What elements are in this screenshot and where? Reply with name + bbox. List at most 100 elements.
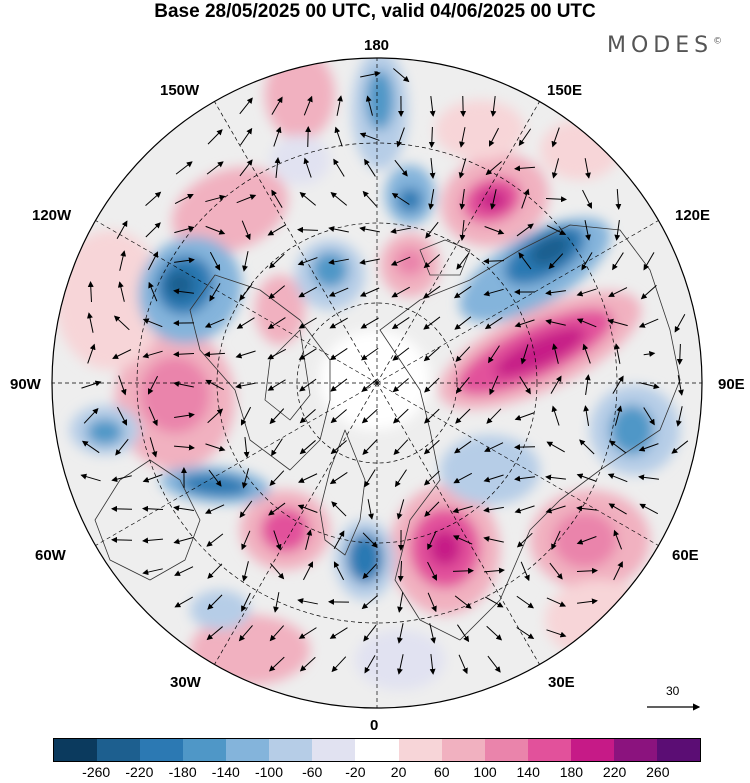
- wind-vector: [425, 221, 439, 239]
- colorbar-tick-label: 60: [434, 764, 450, 780]
- wind-vector: [336, 95, 343, 116]
- anomaly-cell: [261, 508, 309, 552]
- wind-vector: [362, 439, 378, 455]
- wind-vector: [390, 256, 411, 266]
- wind-vector: [209, 251, 221, 271]
- anomaly-cell: [395, 248, 425, 276]
- wind-vector: [423, 254, 440, 269]
- colorbar-swatch: [613, 739, 657, 761]
- wind-vector: [239, 127, 253, 146]
- wind-vector: [550, 375, 562, 394]
- wind-vector: [612, 375, 624, 394]
- wind-vectors: [80, 68, 689, 675]
- wind-vector: [267, 224, 286, 236]
- anomaly-cell: [347, 533, 383, 583]
- wind-vector: [393, 439, 409, 456]
- wind-vector: [457, 624, 470, 643]
- wind-vector: [303, 157, 312, 178]
- reference-vector-arrow: [647, 703, 701, 711]
- wind-vector: [488, 345, 500, 364]
- wind-vector: [142, 568, 163, 576]
- wind-vector: [364, 655, 376, 674]
- colorbar-swatch: [441, 739, 485, 761]
- wind-vector: [113, 315, 130, 331]
- wind-vector: [514, 319, 535, 328]
- colorbar: [53, 738, 701, 762]
- anomaly-cell: [265, 58, 335, 140]
- wind-vector: [424, 377, 440, 393]
- wind-vector: [364, 469, 376, 488]
- wind-vector: [238, 625, 253, 642]
- wind-vector: [365, 95, 373, 116]
- wind-vector: [609, 440, 627, 454]
- wind-vector: [551, 158, 560, 179]
- colorbar-ticks: -260 -220 -180 -140 -100 -60 -20 20 60 100 140 180 2…: [53, 764, 701, 782]
- anomaly-cell: [355, 630, 445, 690]
- wind-vector: [297, 226, 319, 233]
- colorbar-tick-label: 100: [473, 764, 497, 780]
- wind-vector: [149, 437, 158, 458]
- wind-vector: [297, 598, 318, 605]
- wind-vector: [174, 566, 194, 576]
- wind-vector: [173, 288, 194, 295]
- wind-vector: [328, 226, 349, 233]
- anomaly-cell: [190, 590, 250, 630]
- wind-vector: [394, 469, 407, 488]
- wind-vector: [239, 159, 253, 177]
- wind-vector: [485, 596, 504, 608]
- wind-vector: [454, 316, 472, 330]
- wind-vector: [297, 257, 318, 266]
- wind-vector: [429, 623, 437, 644]
- lon-label-90w: 90W: [10, 376, 41, 393]
- anomaly-cell: [312, 252, 348, 288]
- wind-vector: [333, 561, 345, 581]
- colorbar-tick-label: -220: [125, 764, 154, 780]
- copyright-mark: ©: [713, 36, 723, 47]
- wind-vector: [577, 598, 598, 605]
- wind-vector: [331, 656, 347, 673]
- wind-vector: [391, 317, 410, 330]
- graticule: [52, 58, 702, 708]
- wind-vector: [142, 474, 163, 483]
- colorbar-swatch: [97, 739, 141, 761]
- wind-vector: [612, 252, 624, 271]
- wind-vector: [514, 475, 535, 482]
- wind-vector: [115, 438, 129, 456]
- wind-vector: [268, 285, 286, 300]
- wind-vector: [615, 188, 622, 210]
- wind-vector: [453, 472, 473, 484]
- wind-vector: [117, 281, 125, 302]
- wind-vector: [173, 505, 194, 512]
- wind-vector: [397, 592, 404, 613]
- wind-vector: [299, 191, 316, 206]
- wind-vector: [112, 349, 132, 359]
- wind-vector: [676, 343, 683, 365]
- wind-vector: [519, 376, 531, 395]
- wind-vector: [273, 126, 282, 147]
- colorbar-tick-label: -20: [345, 764, 366, 780]
- wind-vector: [205, 225, 226, 235]
- wind-vector: [390, 227, 411, 234]
- wind-vector: [209, 283, 221, 302]
- brand-text: MODES: [607, 33, 714, 58]
- coastline-segment: [94, 459, 201, 581]
- wind-vector: [424, 501, 440, 517]
- wind-vector: [514, 412, 535, 421]
- lon-label-0: 0: [370, 717, 379, 734]
- meridian-line: [214, 101, 378, 384]
- wind-vector: [361, 378, 379, 392]
- wind-vector: [454, 595, 472, 609]
- wind-vector: [235, 382, 256, 389]
- anomaly-cell: [440, 435, 540, 505]
- wind-vector: [545, 289, 566, 296]
- anomaly-cell: [610, 405, 654, 455]
- wind-vector: [489, 189, 497, 210]
- wind-vector: [487, 655, 501, 673]
- wind-vector: [397, 560, 404, 582]
- meridian-line: [376, 382, 659, 546]
- wind-vector: [579, 439, 595, 455]
- wind-vector: [607, 318, 628, 327]
- wind-vector: [174, 225, 195, 234]
- wind-vector: [330, 192, 348, 206]
- wind-vector: [116, 406, 128, 426]
